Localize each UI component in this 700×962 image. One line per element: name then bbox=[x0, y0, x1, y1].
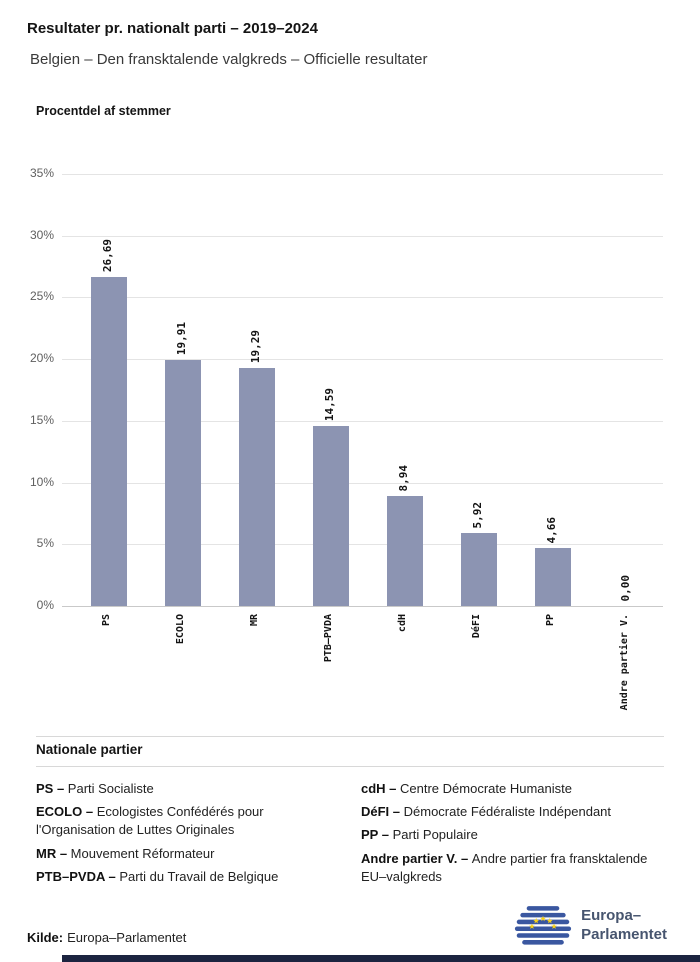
x-tick-label: ECOLO bbox=[175, 614, 186, 645]
ep-logo: Europa– Parlamentet bbox=[514, 905, 667, 947]
x-tick-label: Andre partier V. bbox=[619, 614, 630, 711]
y-tick-label: 10% bbox=[29, 474, 54, 489]
y-tick-label: 5% bbox=[36, 536, 54, 551]
legend-item: PP – Parti Populaire bbox=[361, 827, 478, 843]
x-tick-label: PP bbox=[545, 614, 556, 627]
x-tick-label: DéFI bbox=[471, 614, 482, 639]
legend-item: ECOLO – Ecologistes Confédérés pour l'Or… bbox=[36, 804, 264, 838]
gridline bbox=[62, 544, 663, 546]
legend-item: PS – Parti Socialiste bbox=[36, 781, 154, 796]
gridline bbox=[62, 359, 663, 361]
bar-value-label: 8,94 bbox=[397, 464, 410, 492]
y-tick-label: 15% bbox=[29, 412, 54, 427]
bar-cdH[interactable] bbox=[387, 496, 423, 606]
chart-axis-title: Procentdel af stemmer bbox=[36, 104, 171, 118]
legend-column: cdH – Centre Démocrate Humaniste DéFI – D… bbox=[361, 780, 664, 891]
page-title: Resultater pr. nationalt parti – 2019–20… bbox=[27, 20, 318, 37]
y-tick-label: 35% bbox=[29, 166, 54, 180]
x-tick-label: PTB–PVDA bbox=[323, 614, 334, 663]
source-label: Kilde: bbox=[27, 930, 64, 945]
x-tick-label: PS bbox=[101, 614, 112, 627]
bar-value-label: 4,66 bbox=[545, 516, 558, 544]
divider bbox=[36, 766, 664, 767]
bar-value-label: 14,59 bbox=[323, 387, 336, 421]
bar-MR[interactable] bbox=[239, 368, 275, 606]
gridline bbox=[62, 297, 663, 299]
bar-PS[interactable] bbox=[91, 277, 127, 606]
ep-logo-icon bbox=[515, 906, 572, 945]
y-axis: 0% 5% 10% 15% 20% 25% 30% 35% bbox=[0, 166, 54, 612]
legend-column: PS – Parti Socialiste ECOLO – Ecologistes… bbox=[36, 780, 339, 891]
bottom-bar bbox=[62, 955, 700, 962]
source-line: Kilde: Europa–Parlamentet bbox=[27, 930, 186, 945]
x-tick-label: MR bbox=[249, 614, 260, 627]
ep-logo-text: Europa– Parlamentet bbox=[581, 907, 667, 945]
legend-item: DéFI – Démocrate Fédéraliste Indépendant bbox=[361, 804, 612, 820]
ep-logo-text-line1: Europa– bbox=[581, 907, 642, 925]
y-tick-label: 30% bbox=[29, 227, 54, 242]
bar-DéFI[interactable] bbox=[461, 533, 497, 606]
gridline bbox=[62, 235, 663, 237]
legend-columns: PS – Parti Socialiste ECOLO – Ecologistes… bbox=[36, 780, 664, 891]
bar-value-label: 26,69 bbox=[101, 238, 114, 272]
gridline bbox=[62, 420, 663, 422]
bar-value-label: 19,29 bbox=[249, 329, 262, 363]
bar-value-label: 0,00 bbox=[619, 574, 632, 602]
plot-area: 26,69 PS 19,91 ECOLO 19,29 MR 14,59 PTB–PVDA 8,9… bbox=[62, 174, 663, 710]
legend-item: PTB–PVDA – Parti du Travail de Belgique bbox=[36, 868, 279, 884]
bar-ECOLO[interactable] bbox=[165, 360, 201, 606]
ep-logo-text-line2: Parlamentet bbox=[581, 926, 667, 943]
legend-heading: Nationale partier bbox=[36, 742, 143, 757]
source-value: Europa–Parlamentet bbox=[67, 930, 187, 945]
gridline bbox=[62, 482, 663, 484]
bar-value-label: 5,92 bbox=[471, 501, 484, 529]
x-axis-line bbox=[62, 606, 663, 607]
divider bbox=[36, 736, 664, 737]
y-tick-label: 0% bbox=[36, 598, 54, 612]
bar-PTB–PVDA[interactable] bbox=[313, 426, 349, 606]
page-subtitle: Belgien – Den fransktalende valgkreds – … bbox=[30, 51, 428, 68]
bar-value-label: 19,91 bbox=[175, 321, 188, 355]
y-tick-label: 20% bbox=[29, 351, 54, 366]
bar-PP[interactable] bbox=[535, 548, 571, 606]
legend-item: cdH – Centre Démocrate Humaniste bbox=[361, 781, 572, 796]
legend-item: MR – Mouvement Réformateur bbox=[36, 845, 215, 861]
x-tick-label: cdH bbox=[397, 614, 408, 633]
gridline bbox=[62, 174, 663, 175]
y-tick-label: 25% bbox=[29, 289, 54, 304]
legend-item: Andre partier V. – Andre partier fra fra… bbox=[361, 850, 648, 884]
